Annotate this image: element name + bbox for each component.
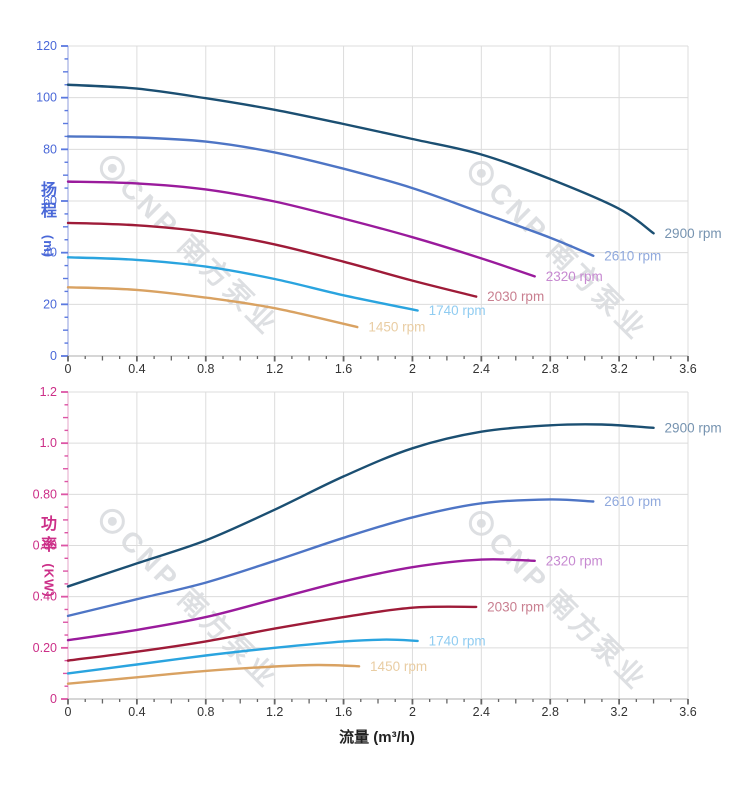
head-chart: 0 20 40 60 80 100 120 0 0.4 0.8 1.2 1.6 2 2.4 2.8 3.2 3.…: [36, 39, 721, 376]
y-tick-label: 0.20: [33, 641, 57, 655]
power-axis-unit: (KW): [41, 563, 57, 598]
x-tick-label: 2.8: [542, 705, 559, 719]
curve-2030-rpm: [66, 221, 478, 298]
y-tick-label: 20: [43, 297, 57, 311]
flow-axis-title: 流量 (m³/h): [339, 729, 415, 746]
x-tick-label: 2.4: [473, 705, 490, 719]
x-tick-label: 0.8: [197, 705, 214, 719]
x-tick-label: 3.2: [610, 705, 627, 719]
y-tick-label: 0.60: [33, 539, 57, 553]
x-tick-label: 0.8: [197, 362, 214, 376]
curve-label-2030-rpm: 2030 rpm: [487, 599, 544, 614]
power-chart: 0 0.20 0.40 0.60 0.80 1.0 1.2 0 0.4 0.8 1.2 1.6 2 2.4…: [33, 385, 722, 719]
curve-label-1740-rpm: 1740 rpm: [429, 303, 486, 318]
curve-2610-rpm: [66, 498, 595, 618]
x-tick-label: 1.2: [266, 362, 283, 376]
y-tick-label: 0.40: [33, 590, 57, 604]
curve-label-1450-rpm: 1450 rpm: [370, 659, 427, 674]
power-axis-title: 功 率 (KW): [36, 514, 62, 598]
y-tick-label: 1.0: [40, 436, 57, 450]
x-tick-label: 0.4: [128, 362, 145, 376]
x-tick-label: 1.6: [335, 362, 352, 376]
curve-label-1740-rpm: 1740 rpm: [429, 633, 486, 648]
curve-label-2320-rpm: 2320 rpm: [546, 269, 603, 284]
x-tick-label: 1.2: [266, 705, 283, 719]
curve-2610-rpm: [66, 135, 595, 257]
head-axis-char: 程: [40, 203, 57, 220]
curve-2900-rpm: [66, 423, 655, 588]
curve-2030-rpm: [66, 605, 478, 662]
curve-2320-rpm: [66, 180, 536, 278]
x-tick-label: 2: [409, 362, 416, 376]
y-tick-label: 0.80: [33, 487, 57, 501]
x-tick-label: 0: [65, 705, 72, 719]
curve-1450-rpm: [66, 286, 359, 329]
y-tick-label: 100: [36, 91, 57, 105]
x-tick-label: 3.6: [679, 362, 696, 376]
x-tick-label: 2.4: [473, 362, 490, 376]
power-axis-char: 率: [40, 537, 57, 554]
head-axis-title: 扬 程 (m): [36, 180, 62, 259]
y-tick-label: 60: [43, 194, 57, 208]
curve-1740-rpm: [66, 638, 419, 675]
curve-1740-rpm: [66, 256, 419, 312]
x-tick-label: 3.6: [679, 705, 696, 719]
curve-1450-rpm: [66, 663, 361, 685]
y-tick-label: 120: [36, 39, 57, 53]
curve-label-2030-rpm: 2030 rpm: [487, 289, 544, 304]
curve-label-2900-rpm: 2900 rpm: [665, 226, 722, 241]
head-axis-char: 扬: [40, 182, 57, 199]
x-tick-label: 0.4: [128, 705, 145, 719]
curve-label-2610-rpm: 2610 rpm: [604, 248, 661, 263]
x-tick-label: 3.2: [610, 362, 627, 376]
curve-label-2900-rpm: 2900 rpm: [665, 420, 722, 435]
head-axis-unit: (m): [41, 234, 57, 259]
y-tick-label: 0: [50, 349, 57, 363]
x-tick-label: 0: [65, 362, 72, 376]
y-tick-label: 40: [43, 246, 57, 260]
curve-2900-rpm: [66, 83, 655, 235]
y-tick-label: 80: [43, 142, 57, 156]
curve-label-2320-rpm: 2320 rpm: [546, 553, 603, 568]
curve-label-1450-rpm: 1450 rpm: [368, 320, 425, 335]
curve-label-2610-rpm: 2610 rpm: [604, 494, 661, 509]
power-axis-char: 功: [40, 516, 57, 533]
x-tick-label: 2.8: [542, 362, 559, 376]
curve-2320-rpm: [66, 558, 536, 642]
y-tick-label: 0: [50, 692, 57, 706]
x-tick-label: 1.6: [335, 705, 352, 719]
y-tick-label: 1.2: [40, 385, 57, 399]
x-tick-label: 2: [409, 705, 416, 719]
